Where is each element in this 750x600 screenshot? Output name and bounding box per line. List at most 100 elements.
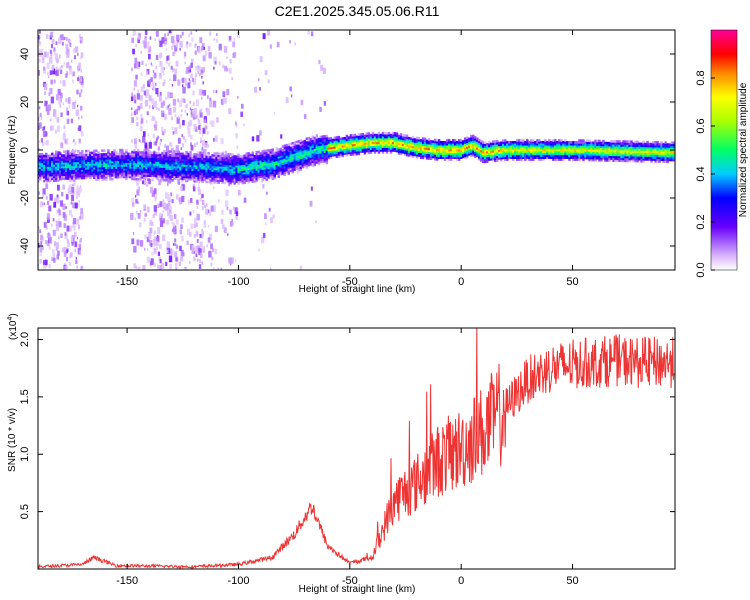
heatmap-cell [345, 138, 349, 142]
heatmap-cell [327, 154, 331, 158]
heatmap-cell [163, 171, 166, 174]
heatmap-cell [149, 164, 152, 168]
heatmap-cell [357, 150, 361, 154]
heatmap-cell [650, 148, 653, 152]
heatmap-cell [247, 163, 250, 167]
heatmap-cell [202, 246, 205, 253]
heatmap-cell [624, 146, 627, 149]
heatmap-cell [135, 158, 138, 162]
heatmap-cell [301, 157, 304, 161]
heatmap-cell [658, 146, 661, 150]
heatmap-cell [39, 174, 42, 177]
heatmap-cell [123, 156, 126, 160]
heatmap-cell [190, 142, 192, 147]
heatmap-cell [243, 166, 246, 169]
heatmap-cell [289, 146, 292, 150]
heatmap-cell [632, 155, 635, 159]
heatmap-cell [245, 171, 248, 175]
heatmap-cell [209, 178, 212, 182]
heatmap-cell [41, 175, 44, 179]
heatmap-cell [81, 155, 84, 159]
heatmap-cell [484, 154, 487, 158]
heatmap-cell [121, 166, 124, 169]
heatmap-cell [83, 172, 86, 176]
heatmap-cell [73, 173, 76, 176]
heatmap-cell [136, 116, 139, 121]
heatmap-cell [273, 167, 276, 170]
heatmap-cell [223, 181, 226, 185]
heatmap-cell [253, 162, 256, 166]
heatmap-cell [195, 160, 198, 164]
heatmap-cell [552, 146, 555, 150]
heatmap-cell [630, 150, 633, 153]
heatmap-cell [80, 105, 83, 111]
heatmap-cell [379, 137, 383, 141]
heatmap-cell [451, 154, 455, 158]
heatmap-cell [69, 42, 72, 47]
heatmap-cell [508, 154, 511, 158]
heatmap-cell [600, 155, 603, 158]
heatmap-cell [211, 173, 214, 176]
heatmap-cell [299, 143, 302, 146]
heatmap-cell [42, 54, 45, 60]
heatmap-cell [207, 163, 210, 166]
heatmap-cell [49, 177, 52, 181]
heatmap-cell [53, 173, 56, 177]
heatmap-cell [584, 148, 587, 152]
heatmap-cell [534, 154, 537, 158]
heatmap-cell [522, 144, 525, 148]
heatmap-cell [55, 152, 58, 156]
heatmap-cell [231, 166, 234, 170]
heatmap-cell [429, 149, 433, 153]
heatmap-cell [153, 165, 156, 168]
heatmap-cell [253, 160, 256, 164]
heatmap-cell [231, 164, 234, 168]
heatmap-cell [95, 162, 98, 166]
heatmap-cell [524, 148, 527, 152]
heatmap-cell [391, 143, 395, 147]
heatmap-cell [78, 116, 80, 120]
heatmap-cell [241, 177, 244, 181]
heatmap-cell [407, 142, 411, 146]
heatmap-cell [45, 173, 48, 177]
heatmap-cell [78, 192, 81, 197]
heatmap-cell [155, 151, 158, 155]
heatmap-cell [602, 139, 605, 143]
heatmap-cell [145, 172, 148, 176]
heatmap-cell [125, 177, 128, 181]
heatmap-cell [467, 153, 471, 156]
heatmap-cell [265, 159, 268, 162]
heatmap-cell [622, 155, 625, 159]
heatmap-cell [459, 150, 463, 154]
heatmap-cell [235, 162, 238, 166]
heatmap-cell [207, 174, 210, 178]
heatmap-cell [235, 157, 238, 160]
heatmap-cell [143, 174, 146, 177]
heatmap-cell [449, 141, 453, 144]
heatmap-cell [405, 134, 409, 138]
heatmap-cell [67, 161, 70, 165]
heatmap-cell [393, 139, 397, 143]
heatmap-cell [76, 265, 78, 269]
heatmap-cell [287, 152, 290, 156]
heatmap-cell [171, 199, 174, 204]
heatmap-cell [586, 156, 589, 160]
heatmap-cell [81, 85, 84, 89]
heatmap-cell [72, 71, 75, 77]
heatmap-cell [518, 139, 521, 142]
heatmap-cell [245, 167, 248, 171]
heatmap-cell [325, 152, 329, 155]
heatmap-cell [165, 161, 168, 165]
heatmap-cell [204, 142, 208, 149]
heatmap-cell [146, 256, 150, 263]
heatmap-cell [161, 165, 164, 168]
heatmap-cell [295, 140, 298, 144]
heatmap-cell [175, 171, 178, 175]
heatmap-cell [261, 236, 265, 244]
heatmap-cell [39, 164, 42, 168]
heatmap-cell [269, 154, 272, 158]
heatmap-cell [195, 66, 198, 71]
heatmap-cell [572, 158, 575, 161]
heatmap-cell [203, 172, 206, 176]
heatmap-cell [542, 148, 545, 152]
